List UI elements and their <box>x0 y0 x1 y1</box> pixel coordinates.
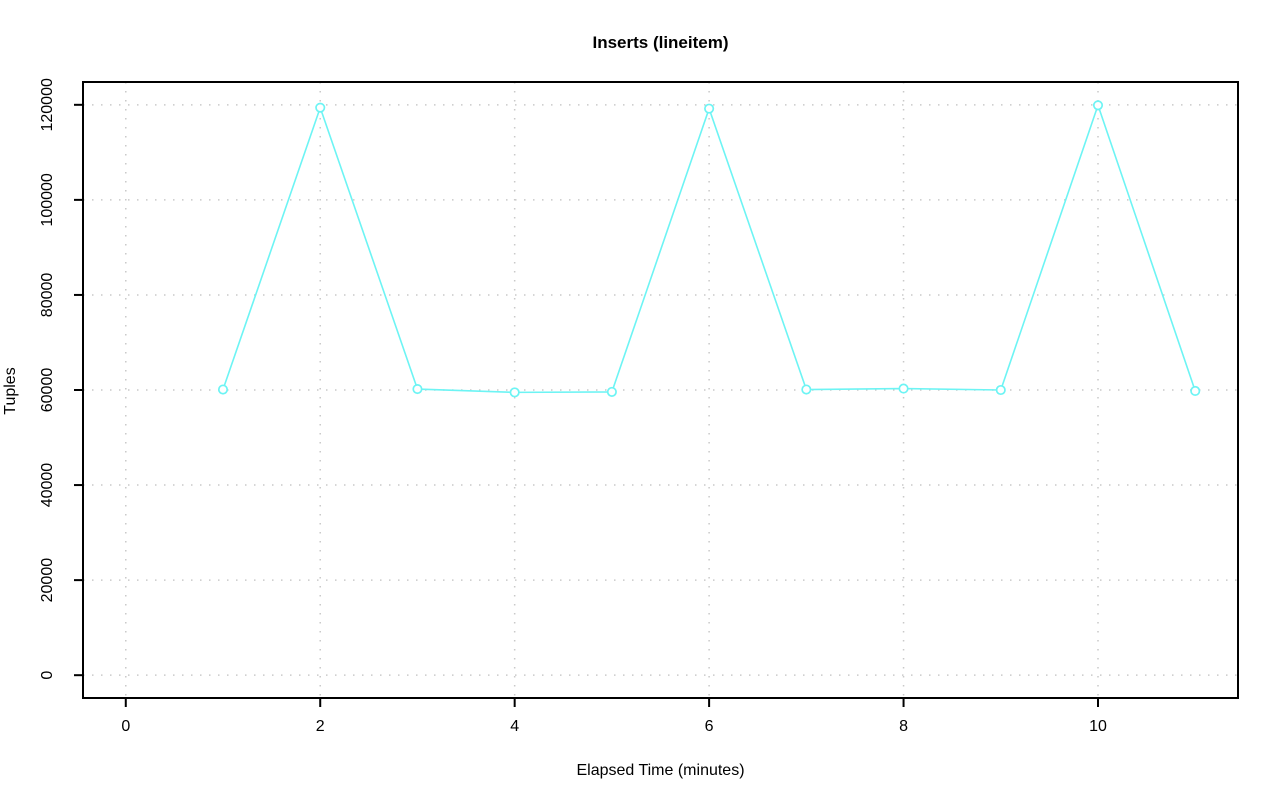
x-axis-title: Elapsed Time (minutes) <box>576 762 745 779</box>
data-point <box>315 102 326 113</box>
y-axis-title: Tuples <box>2 367 19 415</box>
y-tick-label: 0 <box>39 671 56 680</box>
x-tick-label: 6 <box>705 718 714 735</box>
data-point <box>995 384 1006 396</box>
x-tick-label: 10 <box>1089 718 1107 735</box>
data-point <box>606 386 617 397</box>
data-point <box>509 387 520 398</box>
y-tick-label: 20000 <box>39 558 56 603</box>
x-tick-label: 8 <box>899 718 908 735</box>
y-tick-label: 60000 <box>39 368 56 413</box>
y-tick-label: 80000 <box>39 273 56 318</box>
y-tick-label: 120000 <box>39 78 56 131</box>
data-point <box>898 383 909 394</box>
data-point <box>217 384 229 395</box>
data-point <box>1092 100 1104 111</box>
x-tick-label: 4 <box>510 718 519 735</box>
y-tick-label: 40000 <box>39 463 56 508</box>
data-point <box>412 383 423 395</box>
data-line <box>222 102 1196 394</box>
y-tick-label: 100000 <box>39 173 56 226</box>
x-tick-label: 2 <box>316 718 325 735</box>
chart-title: Inserts (lineitem) <box>592 33 729 52</box>
x-tick-label: 0 <box>121 718 130 735</box>
data-point <box>801 384 812 395</box>
data-point <box>1190 385 1201 397</box>
data-point <box>704 103 715 114</box>
